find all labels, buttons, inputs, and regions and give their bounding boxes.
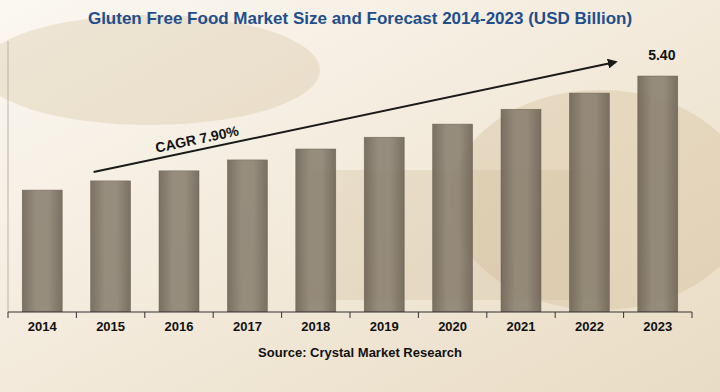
x-tick (555, 312, 556, 318)
x-tick-label: 2019 (370, 319, 399, 334)
bar (364, 137, 404, 312)
x-tick-label: 2016 (165, 319, 194, 334)
x-tick (281, 312, 282, 318)
x-tick-label: 2017 (233, 319, 262, 334)
bar (91, 181, 131, 312)
data-label: 5.40 (648, 47, 675, 63)
y-axis-line (8, 41, 9, 312)
source: Source: Crystal Market Research (258, 345, 462, 360)
x-tick (623, 312, 624, 318)
x-tick-label: 2018 (301, 319, 330, 334)
x-tick (350, 312, 351, 318)
annotation: CAGR 7.90% (154, 122, 241, 155)
bar (159, 171, 199, 312)
bar (433, 124, 473, 312)
x-tick (76, 312, 77, 318)
x-tick-end (692, 312, 693, 318)
background-texture (0, 15, 320, 125)
x-tick-label: 2021 (507, 319, 536, 334)
x-tick (8, 312, 9, 318)
x-tick-label: 2023 (643, 319, 672, 334)
x-tick-label: 2022 (575, 319, 604, 334)
bar (227, 160, 267, 312)
chart-svg: Gluten Free Food Market Size and Forecas… (0, 0, 720, 392)
title: Gluten Free Food Market Size and Forecas… (88, 9, 632, 28)
x-tick (418, 312, 419, 318)
x-tick (486, 312, 487, 318)
chart-root: Gluten Free Food Market Size and Forecas… (0, 0, 720, 392)
bar (22, 190, 62, 312)
x-tick (144, 312, 145, 318)
x-tick-label: 2014 (28, 319, 58, 334)
cagr-arrow (94, 62, 616, 172)
bar (569, 93, 609, 312)
x-tick-label: 2020 (438, 319, 467, 334)
x-tick (213, 312, 214, 318)
bars (22, 76, 678, 312)
bar (638, 76, 678, 312)
bar (296, 149, 336, 312)
bar (501, 109, 541, 312)
x-tick-label: 2015 (96, 319, 125, 334)
